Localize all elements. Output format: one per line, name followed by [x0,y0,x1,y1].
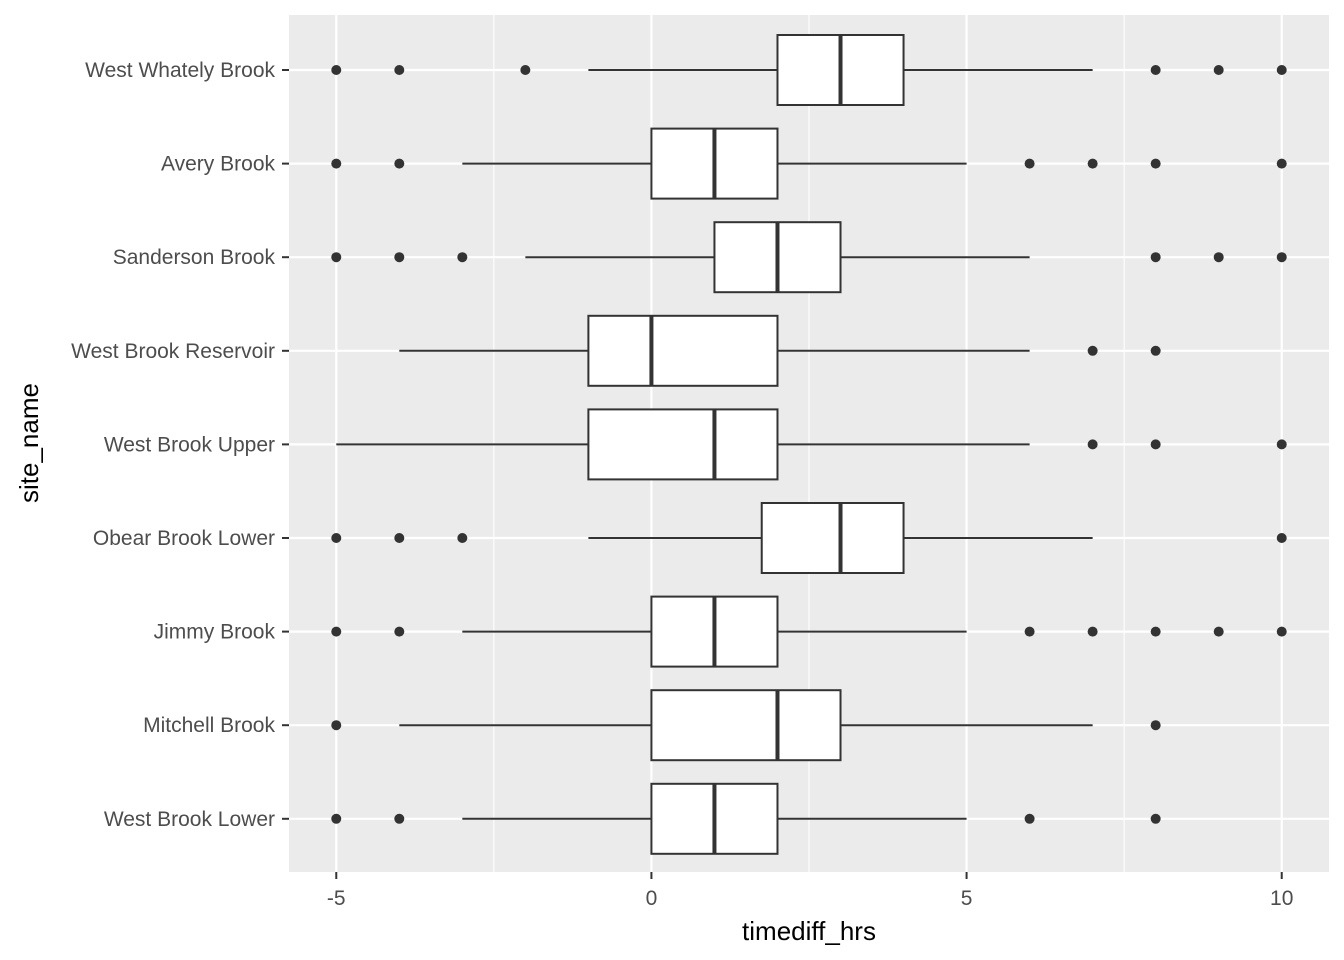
x-tick-label: 5 [961,887,973,910]
box-group [331,782,1161,855]
outlier-point [1150,439,1161,450]
outlier-point [1087,158,1098,169]
outlier-point [1024,813,1035,824]
outlier-point [331,158,342,169]
outlier-point [331,65,342,75]
outlier-point [1087,439,1098,450]
outlier-point [1024,158,1035,169]
iqr-box [587,408,779,481]
outlier-point [1213,65,1224,75]
outlier-point [394,158,405,169]
outlier-point [1276,439,1287,450]
outlier-point [1276,65,1287,75]
box-group [331,689,1161,762]
iqr-box [587,314,779,387]
y-tick-label: West Brook Lower [104,808,275,831]
outlier-point [1024,626,1035,637]
outlier-point [1150,626,1161,637]
outlier-point [520,65,531,75]
outlier-point [331,720,342,731]
outlier-point [457,252,468,263]
x-axis: -5 0 5 10 [327,872,1293,910]
box-group [331,34,1287,106]
y-tick-label: Avery Brook [161,153,275,176]
iqr-box [650,689,842,762]
outlier-point [1150,720,1161,731]
iqr-box [760,502,905,574]
outlier-point [331,626,342,637]
outlier-point [394,533,405,543]
outlier-point [394,65,405,75]
outlier-point [331,252,342,263]
x-tick-label: -5 [327,887,346,910]
box-group [331,502,1287,574]
y-axis-title: site_name [14,383,44,503]
outlier-point [331,533,342,543]
x-axis-title: timediff_hrs [742,916,876,946]
outlier-point [394,813,405,824]
boxes [331,34,1287,855]
outlier-point [1150,813,1161,824]
outlier-point [1150,345,1161,356]
y-tick-label: Sanderson Brook [113,246,276,269]
y-tick-label: West Whately Brook [85,59,275,82]
y-tick-label: Mitchell Brook [143,714,275,737]
x-tick-label: 0 [646,887,658,910]
outlier-point [1213,626,1224,637]
outlier-point [1276,252,1287,263]
box-group [331,127,1287,200]
outlier-point [1150,158,1161,169]
outlier-point [1150,65,1161,75]
y-tick-label: Obear Brook Lower [93,527,275,550]
outlier-point [1213,252,1224,263]
outlier-point [1276,158,1287,169]
y-tick-label: West Brook Reservoir [71,340,275,363]
y-tick-label: Jimmy Brook [154,621,276,644]
x-tick-label: 10 [1270,887,1293,910]
outlier-point [1150,252,1161,263]
outlier-point [1087,626,1098,637]
outlier-point [1087,345,1098,356]
box-group [331,221,1287,294]
outlier-point [331,813,342,824]
box-group [331,595,1287,668]
outlier-point [457,533,468,543]
outlier-point [1276,533,1287,543]
y-axis: West Whately Brook Avery Brook Sanderson B… [71,59,289,831]
box-group [399,314,1161,387]
outlier-point [394,626,405,637]
y-tick-label: West Brook Upper [104,433,275,456]
outlier-point [394,252,405,263]
outlier-point [1276,626,1287,637]
box-group [336,408,1287,481]
